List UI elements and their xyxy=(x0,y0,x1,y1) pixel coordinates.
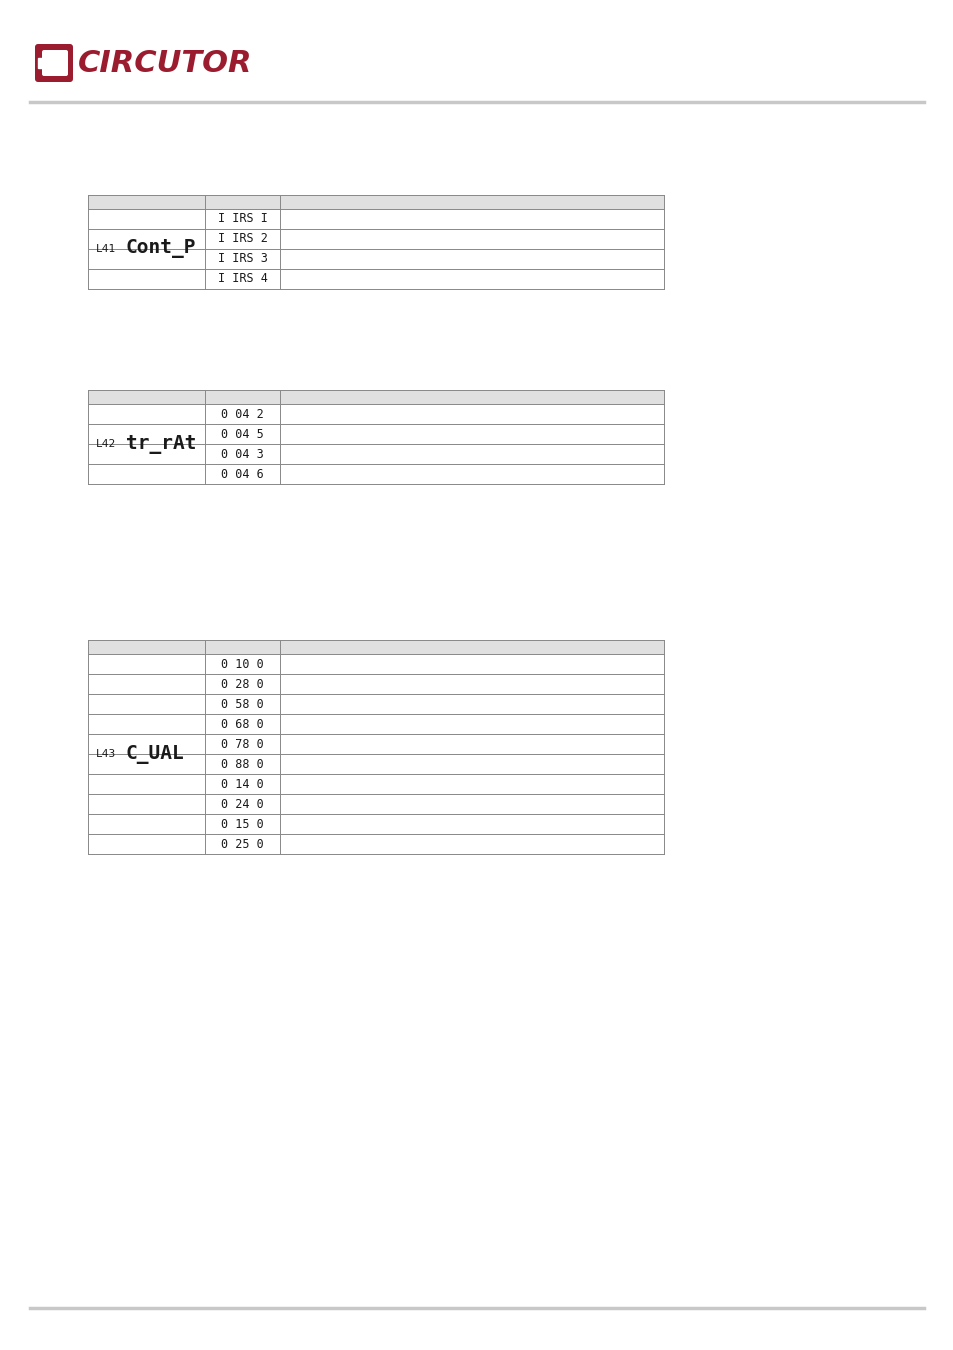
Bar xyxy=(88,390,663,404)
Text: tr_rAt: tr_rAt xyxy=(126,435,196,454)
Text: Cont_P: Cont_P xyxy=(126,239,196,258)
FancyBboxPatch shape xyxy=(35,45,73,82)
Text: 0 78 0: 0 78 0 xyxy=(221,737,264,751)
Text: 0 28 0: 0 28 0 xyxy=(221,678,264,690)
Text: 0 04 6: 0 04 6 xyxy=(221,467,264,481)
Text: I IRS 4: I IRS 4 xyxy=(217,273,267,285)
Bar xyxy=(88,640,663,653)
Text: 0 25 0: 0 25 0 xyxy=(221,837,264,850)
Text: I IRS 3: I IRS 3 xyxy=(217,252,267,266)
Text: C_UAL: C_UAL xyxy=(126,744,185,764)
Bar xyxy=(38,58,52,68)
Text: L41: L41 xyxy=(96,244,116,254)
Text: CIRCUTOR: CIRCUTOR xyxy=(78,49,253,77)
FancyBboxPatch shape xyxy=(42,50,68,76)
Text: 0 04 5: 0 04 5 xyxy=(221,428,264,440)
Text: 0 15 0: 0 15 0 xyxy=(221,818,264,830)
Text: 0 10 0: 0 10 0 xyxy=(221,657,264,671)
Text: 0 04 2: 0 04 2 xyxy=(221,408,264,420)
Text: I IRS I: I IRS I xyxy=(217,212,267,225)
Bar xyxy=(88,194,663,209)
Text: L43: L43 xyxy=(96,749,116,759)
Text: L42: L42 xyxy=(96,439,116,450)
Text: I IRS 2: I IRS 2 xyxy=(217,232,267,246)
Text: 0 68 0: 0 68 0 xyxy=(221,717,264,730)
Text: 0 58 0: 0 58 0 xyxy=(221,698,264,710)
Text: 0 24 0: 0 24 0 xyxy=(221,798,264,810)
Text: 0 14 0: 0 14 0 xyxy=(221,778,264,791)
Text: 0 04 3: 0 04 3 xyxy=(221,447,264,460)
Text: 0 88 0: 0 88 0 xyxy=(221,757,264,771)
